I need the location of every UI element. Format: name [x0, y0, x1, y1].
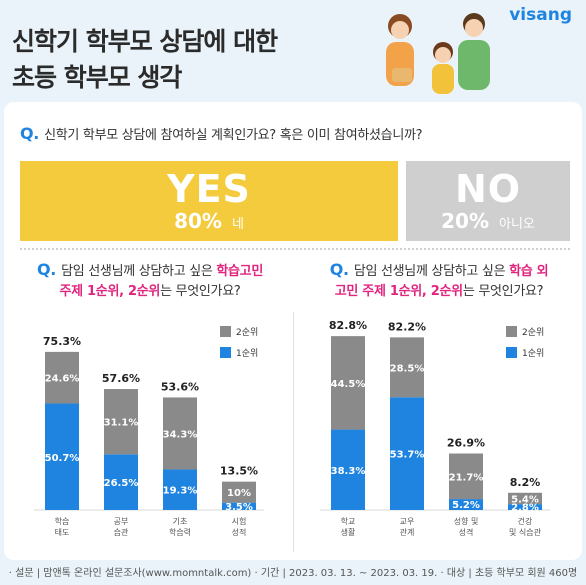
- question-mark: Q.: [20, 124, 40, 143]
- yes-percent: 80%: [174, 209, 222, 233]
- question-mark: Q.: [329, 260, 349, 279]
- data-label-total: 75.3%: [43, 335, 81, 348]
- brand-logo: visang: [509, 5, 572, 25]
- tick-label: 학교: [341, 516, 356, 526]
- tick-label: 학습력: [169, 527, 191, 537]
- bar-first-rank: [449, 499, 483, 510]
- chart-divider: [293, 312, 294, 552]
- no-percent: 20%: [441, 209, 489, 233]
- data-label-second-rank: 31.1%: [104, 418, 139, 429]
- tick-label: 및 식습관: [509, 527, 542, 537]
- data-label-first-rank: 5.2%: [452, 500, 480, 511]
- tick-label: 시험: [232, 517, 247, 526]
- data-label-second-rank: 21.7%: [449, 472, 484, 483]
- question-3-post: 는 무엇인가요?: [462, 284, 544, 299]
- data-label-total: 8.2%: [510, 476, 541, 489]
- legend-label-second: 2순위: [236, 327, 258, 338]
- header: 신학기 학부모 상담에 대한 초등 학부모 생각 visang: [0, 0, 586, 100]
- bar-second-rank: [163, 397, 197, 470]
- data-label-total: 26.9%: [447, 437, 485, 450]
- data-label-first-rank: 38.3%: [331, 466, 366, 477]
- data-label-total: 57.6%: [102, 372, 140, 385]
- question-3-highlight-1: 학습 외: [509, 264, 549, 279]
- bar-second-rank: [331, 336, 365, 430]
- data-label-second-rank: 5.4%: [511, 494, 539, 505]
- data-label-first-rank: 53.7%: [390, 450, 425, 461]
- bar-first-rank: [508, 504, 542, 510]
- data-label-second-rank: 10%: [227, 488, 251, 499]
- data-label-first-rank: 19.3%: [163, 486, 198, 497]
- question-3-highlight-2: 고민 주제 1순위, 2순위: [334, 284, 463, 299]
- bar-first-rank: [390, 397, 424, 510]
- data-label-second-rank: 44.5%: [331, 379, 366, 390]
- page-title-line1: 신학기 학부모 상담에 대한: [12, 27, 278, 56]
- question-2-pre: 담임 선생님께 상담하고 싶은: [61, 264, 217, 279]
- bar-first-rank: [45, 403, 79, 510]
- data-label-second-rank: 24.6%: [45, 374, 80, 385]
- legend-swatch-second: [220, 326, 231, 337]
- question-2-highlight-2: 주제 1순위, 2순위: [59, 284, 161, 299]
- bar-second-rank: [104, 389, 138, 455]
- yes-label: YES: [167, 167, 251, 211]
- data-label-first-rank: 3.5%: [225, 502, 253, 513]
- bar-second-rank: [222, 481, 256, 503]
- question-2-highlight-1: 학습고민: [216, 264, 263, 279]
- tick-label: 성향 및: [454, 516, 479, 526]
- data-label-second-rank: 28.5%: [390, 363, 425, 374]
- tick-label: 습관: [114, 527, 129, 537]
- page-title-line2: 초등 학부모 생각: [12, 63, 182, 92]
- tick-label: 생활: [341, 527, 356, 537]
- tick-label: 교우: [400, 517, 415, 526]
- yes-word: 네: [231, 217, 244, 232]
- family-illustration-icon: [386, 13, 490, 94]
- bar-first-rank: [222, 502, 256, 510]
- tick-label: 공부: [114, 517, 129, 526]
- no-word: 아니오: [498, 217, 535, 232]
- bar-second-rank: [449, 453, 483, 500]
- question-mark: Q.: [37, 260, 57, 279]
- bar-second-rank: [390, 337, 424, 398]
- data-label-total: 53.6%: [161, 380, 199, 393]
- tick-label: 성적: [232, 527, 247, 537]
- legend-label-second: 2순위: [522, 327, 544, 338]
- bar-first-rank: [104, 454, 138, 510]
- legend-swatch-second: [506, 326, 517, 337]
- tick-label: 성격: [459, 527, 474, 537]
- question-2-post: 는 무엇인가요?: [160, 284, 241, 299]
- data-label-first-rank: 2.8%: [511, 503, 539, 514]
- tick-label: 태도: [55, 528, 70, 537]
- question-1-text: 신학기 학부모 상담에 참여하실 계획인가요? 혹은 이미 참여하셨습니까?: [44, 128, 423, 143]
- tick-label: 관계: [400, 527, 415, 537]
- data-label-first-rank: 50.7%: [45, 453, 80, 464]
- data-label-total: 82.2%: [388, 320, 426, 333]
- legend-swatch-first: [220, 347, 231, 358]
- legend-label-first: 1순위: [236, 348, 258, 359]
- no-label: NO: [454, 167, 522, 211]
- tick-label: 기초: [173, 517, 188, 526]
- bar-second-rank: [508, 492, 542, 505]
- tick-label: 학습: [55, 516, 70, 526]
- yes-bar: YES 80% 네: [20, 161, 398, 241]
- data-label-total: 82.8%: [329, 319, 367, 332]
- data-label-total: 13.5%: [220, 465, 258, 478]
- legend-label-first: 1순위: [522, 348, 544, 359]
- no-bar: NO 20% 아니오: [406, 161, 570, 241]
- survey-card: Q. 신학기 학부모 상담에 참여하실 계획인가요? 혹은 이미 참여하셨습니까?…: [4, 102, 582, 560]
- bar-first-rank: [331, 429, 365, 510]
- data-label-first-rank: 26.5%: [104, 478, 139, 489]
- footer-source: · 설문 | 맘앤톡 온라인 설문조사(www.momntalk.com) · …: [8, 568, 578, 579]
- data-label-second-rank: 34.3%: [163, 429, 198, 440]
- legend-swatch-first: [506, 347, 517, 358]
- bar-second-rank: [45, 351, 79, 404]
- question-3-pre: 담임 선생님께 상담하고 싶은: [353, 264, 510, 279]
- bar-first-rank: [163, 469, 197, 510]
- question-1: Q. 신학기 학부모 상담에 참여하실 계획인가요? 혹은 이미 참여하셨습니까?: [20, 124, 423, 143]
- tick-label: 건강: [518, 516, 533, 526]
- section-divider: [20, 248, 570, 250]
